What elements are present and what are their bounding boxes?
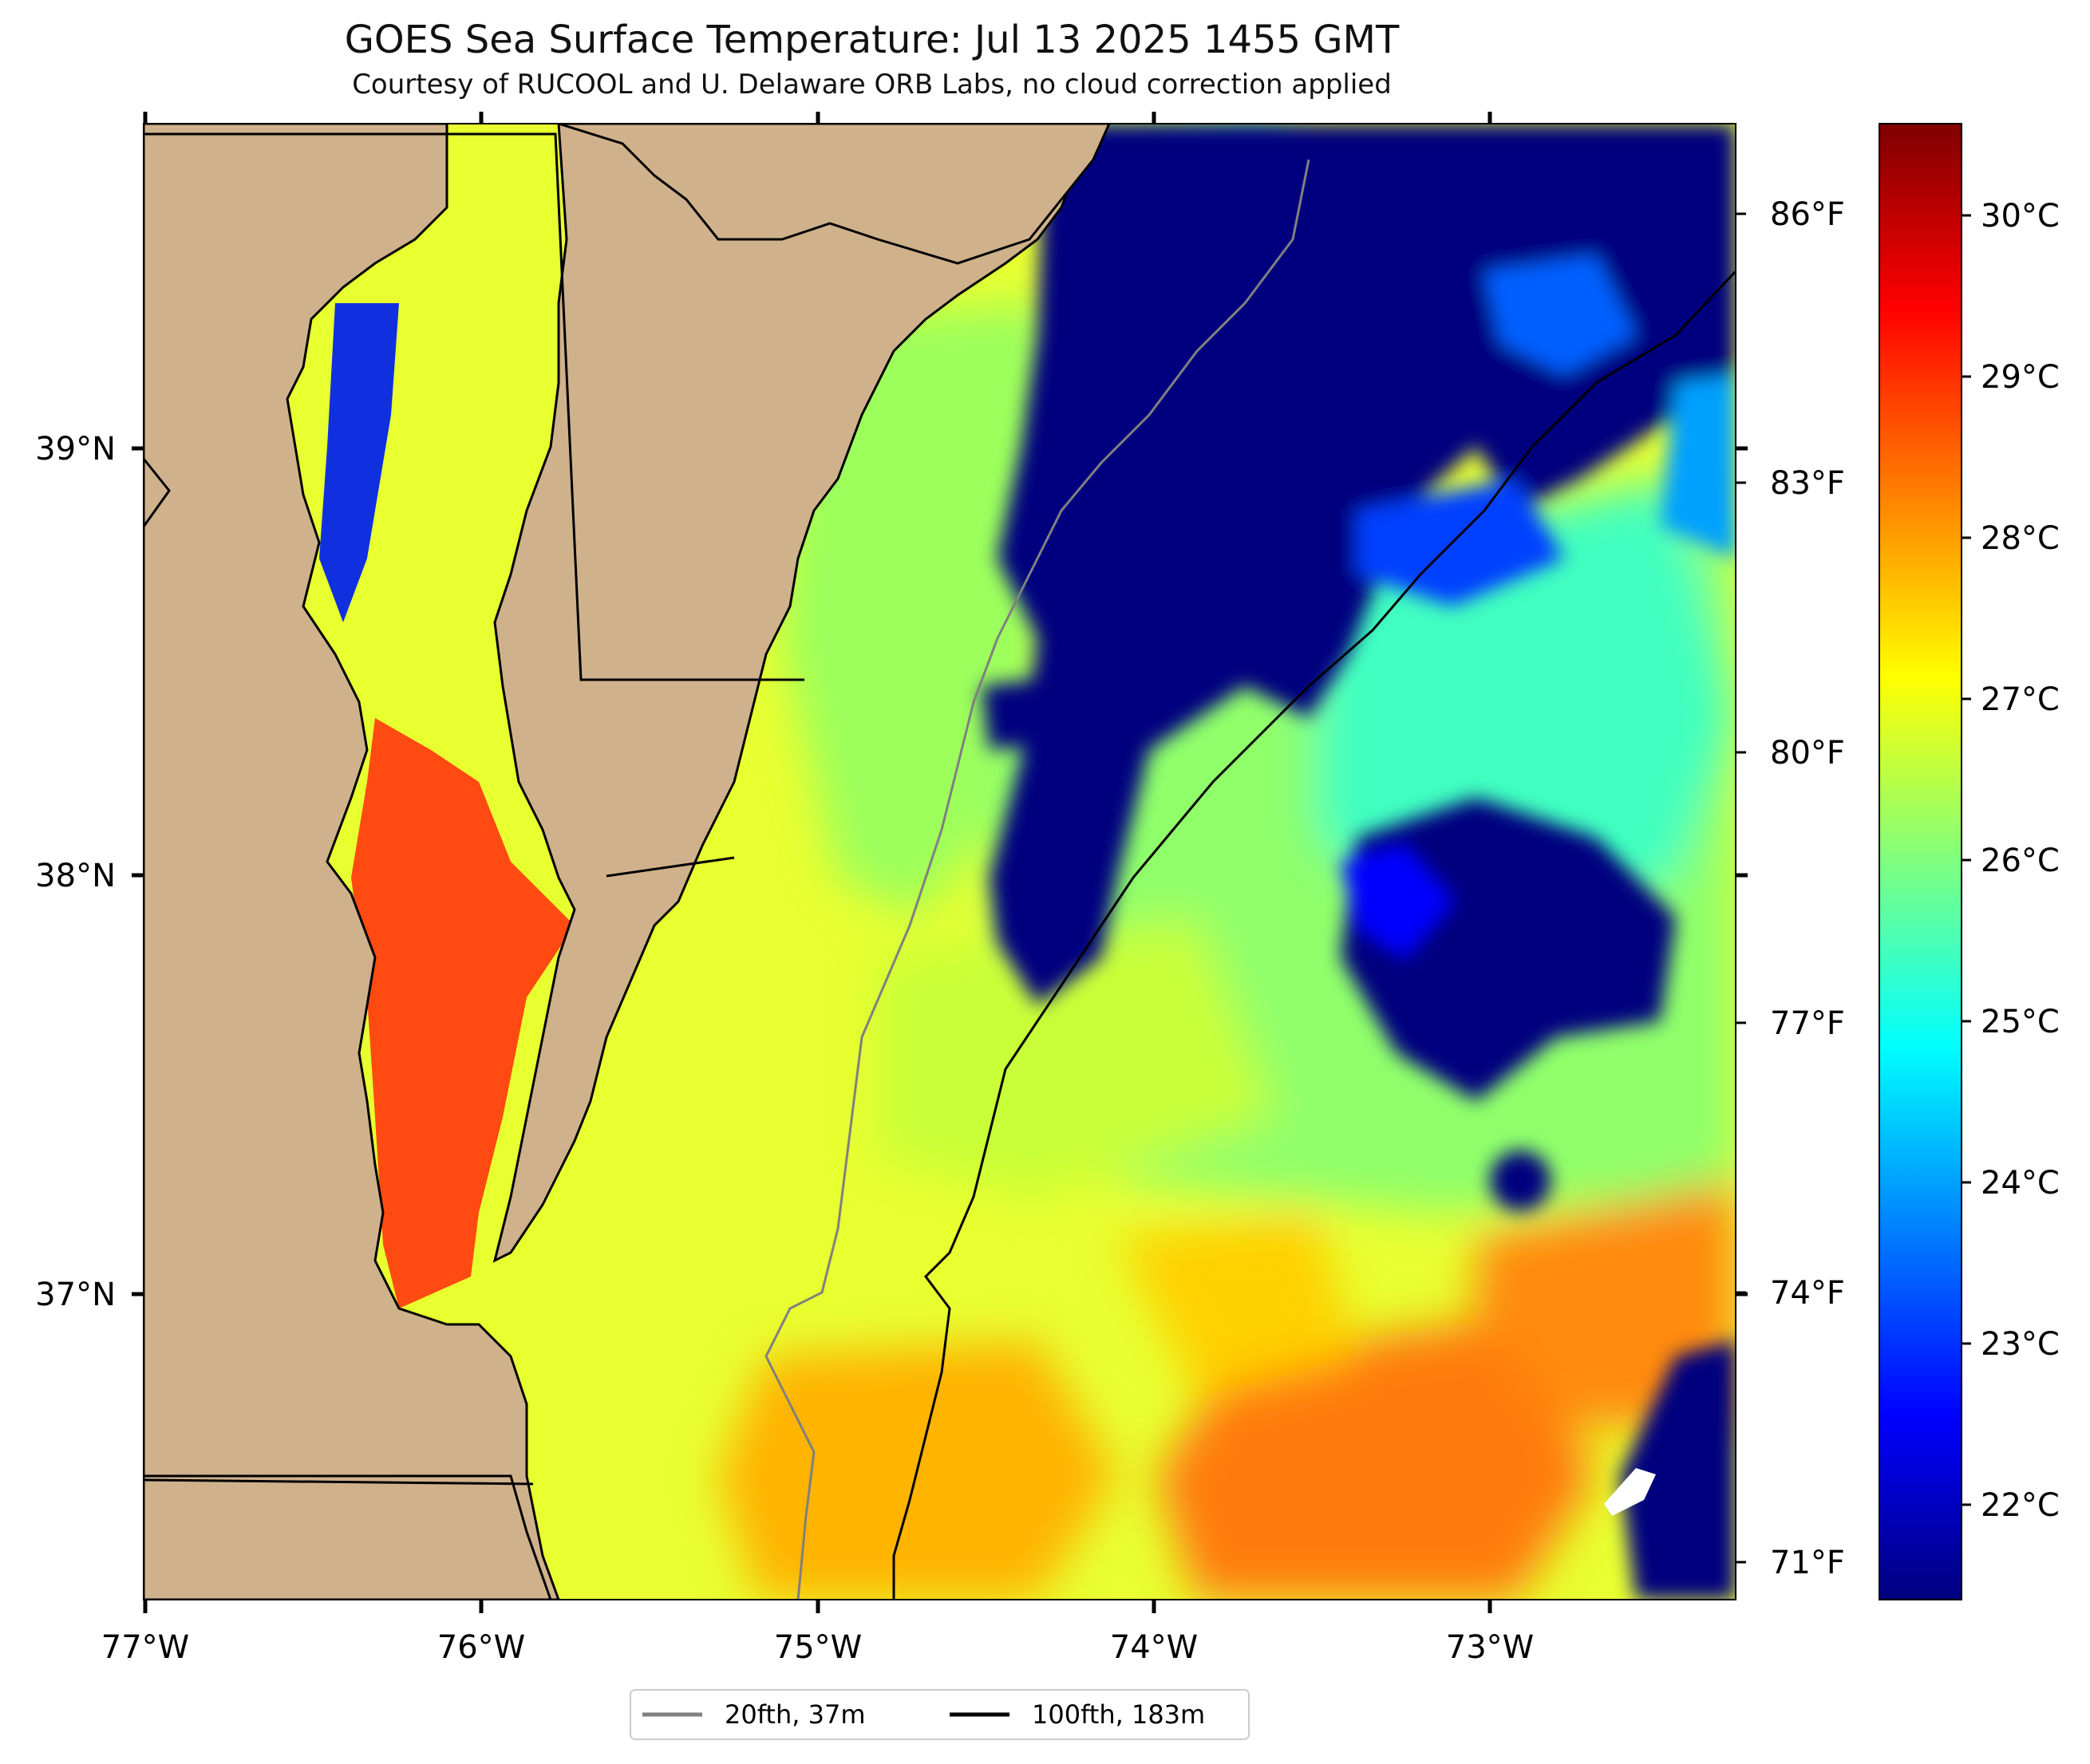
upper-bay-water <box>319 303 399 622</box>
celsius-label-22: 22°C <box>1981 1487 2060 1524</box>
colorbar <box>1879 123 1962 1600</box>
chesapeake-warm-water <box>351 718 575 1308</box>
lon-ticks-top <box>143 112 1492 124</box>
legend-label-100fth: 100fth, 183m <box>1032 1699 1205 1730</box>
isobath-legend: 20fth, 37m 100fth, 183m <box>630 1689 1250 1740</box>
celsius-label-23: 23°C <box>1981 1326 2060 1363</box>
celsius-label-28: 28°C <box>1981 520 2060 557</box>
lon-ticks-bottom <box>143 1600 1492 1613</box>
map-frame <box>143 123 1736 1600</box>
lat-label-39n: 39°N <box>35 431 116 468</box>
lon-label-73w: 73°W <box>1446 1629 1534 1666</box>
celsius-label-24: 24°C <box>1981 1165 2060 1202</box>
lat-label-37n: 37°N <box>35 1277 116 1313</box>
lat-ticks <box>132 446 1748 1296</box>
lon-label-74w: 74°W <box>1110 1629 1198 1666</box>
celsius-label-27: 27°C <box>1981 681 2060 718</box>
fahrenheit-label-86: 86°F <box>1770 196 1845 233</box>
cold-water-mass <box>982 124 1736 1600</box>
land <box>144 124 1111 1600</box>
lon-label-77w: 77°W <box>101 1629 189 1666</box>
cloud-mask <box>1604 1468 1656 1516</box>
map-subtitle: Courtesy of RUCOOL and U. Delaware ORB L… <box>352 69 1392 101</box>
state-boundaries <box>144 132 804 1486</box>
fahrenheit-label-80: 80°F <box>1770 735 1845 772</box>
legend-label-20fth: 20fth, 37m <box>725 1699 865 1730</box>
celsius-label-26: 26°C <box>1981 843 2060 879</box>
celsius-label-25: 25°C <box>1981 1004 2060 1040</box>
isobath-100fth <box>892 270 1736 1600</box>
celsius-ticks <box>1962 214 1971 1506</box>
map-area <box>144 124 1736 1600</box>
fahrenheit-ticks <box>1736 212 1746 1564</box>
map-title: GOES Sea Surface Temperature: Jul 13 202… <box>344 18 1400 62</box>
isobath-20fth <box>764 159 1310 1600</box>
lon-label-75w: 75°W <box>774 1629 862 1666</box>
fahrenheit-label-71: 71°F <box>1770 1545 1845 1581</box>
legend-box <box>630 1689 1250 1740</box>
celsius-label-29: 29°C <box>1981 359 2060 396</box>
lon-label-76w: 76°W <box>437 1629 525 1666</box>
fahrenheit-label-77: 77°F <box>1770 1005 1845 1042</box>
lat-label-38n: 38°N <box>35 858 116 894</box>
fahrenheit-label-74: 74°F <box>1770 1275 1845 1312</box>
fahrenheit-label-83: 83°F <box>1770 465 1845 502</box>
celsius-label-30: 30°C <box>1981 198 2060 235</box>
